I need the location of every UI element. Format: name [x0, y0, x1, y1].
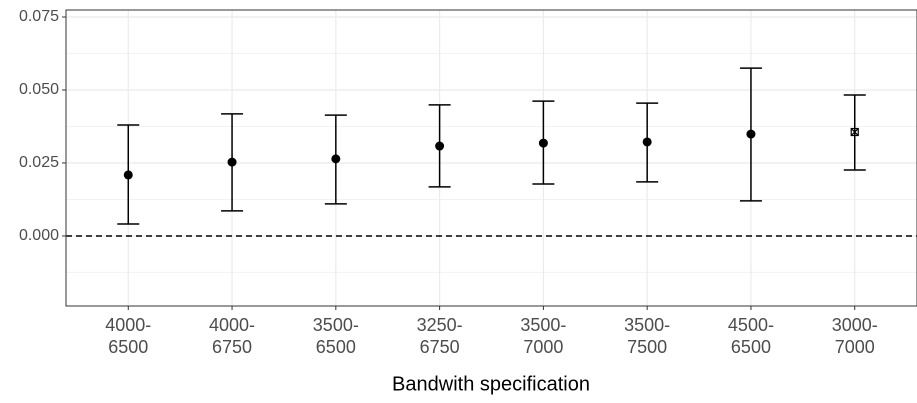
y-tick-label: 0.000 — [19, 227, 59, 244]
x-tick-label: 4000- — [105, 315, 151, 335]
x-tick-label: 4000- — [209, 315, 255, 335]
x-tick-label: 6750 — [420, 337, 460, 357]
y-tick-label: 0.050 — [19, 81, 59, 98]
point — [642, 137, 652, 147]
x-tick-label: 6750 — [212, 337, 252, 357]
y-tick-label: 0.075 — [19, 8, 59, 25]
point — [331, 154, 341, 164]
x-tick-label: 3500- — [313, 315, 359, 335]
x-axis-title: Bandwith specification — [392, 373, 590, 395]
x-tick-label: 3500- — [624, 315, 670, 335]
point — [850, 127, 859, 137]
point — [538, 138, 548, 148]
point-cross — [850, 128, 859, 136]
y-tick-label: 0.025 — [19, 154, 59, 171]
x-tick-label: 6500 — [108, 337, 148, 357]
x-tick-label: 3250- — [417, 315, 463, 335]
x-tick-label: 7000 — [835, 337, 875, 357]
point — [435, 141, 445, 151]
panel-border — [65, 9, 917, 307]
x-tick-label: 4500- — [728, 315, 774, 335]
x-tick-label: 3000- — [832, 315, 878, 335]
x-tick-label: 3500- — [520, 315, 566, 335]
x-tick-label: 7000 — [523, 337, 563, 357]
x-tick-label: 7500 — [627, 337, 667, 357]
point — [123, 170, 133, 180]
point — [746, 129, 756, 139]
panel — [66, 10, 917, 306]
x-tick-label: 6500 — [731, 337, 771, 357]
point — [227, 157, 237, 167]
point-square — [850, 127, 859, 137]
x-tick-label: 6500 — [316, 337, 356, 357]
